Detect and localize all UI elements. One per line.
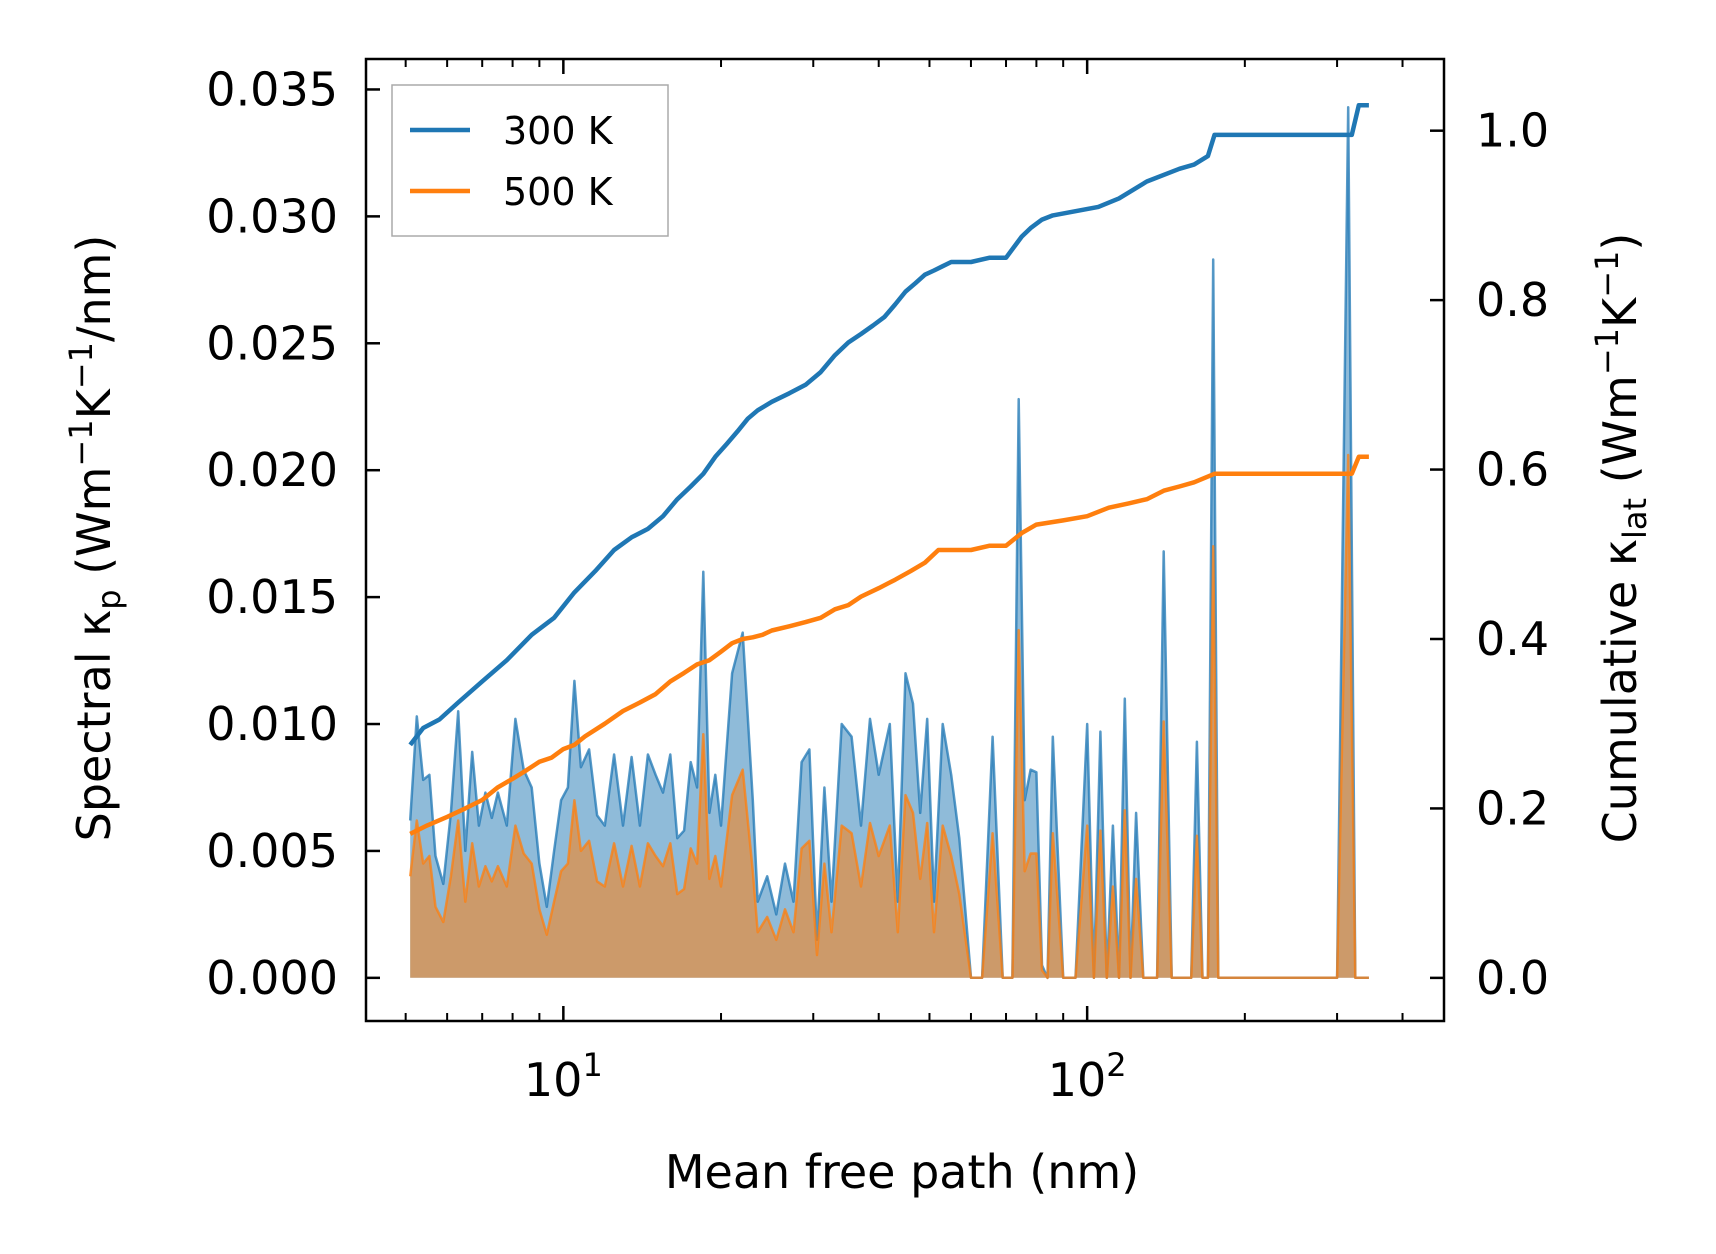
legend-label: 500 K	[503, 170, 614, 214]
right-y-tick-label: 0.8	[1476, 273, 1549, 327]
legend-label: 300 K	[503, 109, 614, 153]
left-y-tick-label: 0.030	[206, 189, 338, 243]
left-y-tick-label: 0.035	[206, 62, 338, 116]
cumulative-line-300-K	[408, 103, 1369, 747]
cumulative-line-500-K	[409, 454, 1369, 836]
right-y-tick-label: 0.6	[1476, 443, 1549, 497]
right-y-axis-title: Cumulative κlat (Wm−1K−1)	[1588, 233, 1654, 844]
legend-box	[391, 84, 669, 237]
x-axis-title: Mean free path (nm)	[665, 1145, 1139, 1199]
left-y-tick-label: 0.020	[206, 443, 338, 497]
left-y-tick-label: 0.015	[206, 570, 338, 624]
right-y-tick-label: 0.4	[1476, 612, 1549, 666]
left-y-tick-label: 0.005	[206, 824, 338, 878]
x-tick-label: 101	[524, 1046, 603, 1107]
left-y-tick-label: 0.000	[206, 951, 338, 1005]
right-y-tick-label: 1.0	[1476, 104, 1549, 158]
left-y-tick-label: 0.010	[206, 697, 338, 751]
axes: 0.000 0.005 0.010 0.015 0.020 0.025 0.030 0.035…	[206, 57, 1549, 1107]
plot-area	[408, 103, 1369, 980]
left-y-tick-label: 0.025	[206, 316, 338, 370]
left-y-axis-title: Spectral κp (Wm−1K−1/nm)	[62, 235, 128, 842]
x-tick-label: 102	[1048, 1046, 1127, 1107]
right-y-tick-label: 0.2	[1476, 781, 1549, 835]
spectral-line-500-K	[408, 453, 1369, 980]
right-y-tick-label: 0.0	[1476, 951, 1549, 1005]
legend: 300 K 500 K	[391, 84, 669, 237]
plot-frame	[364, 57, 1446, 1023]
